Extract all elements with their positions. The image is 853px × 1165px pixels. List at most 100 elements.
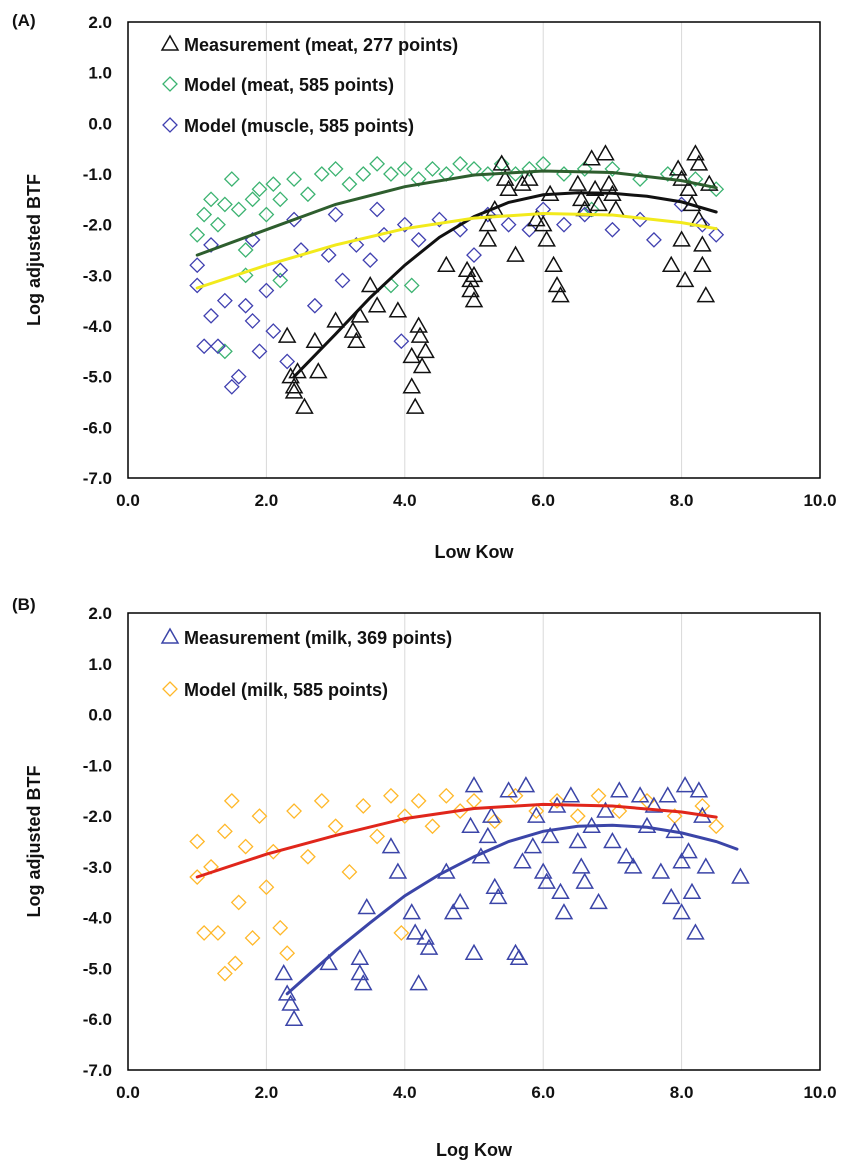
- diamond-point: [393, 333, 410, 350]
- diamond-point: [230, 368, 247, 385]
- y-tick-label: -6.0: [83, 418, 112, 437]
- trendline: [195, 802, 718, 879]
- triangle-point: [478, 215, 498, 232]
- triangle-point: [554, 903, 574, 920]
- diamond-point: [590, 787, 607, 804]
- triangle-point: [644, 796, 664, 813]
- diamond-point: [210, 216, 226, 233]
- diamond-point: [604, 161, 621, 177]
- legend: Measurement (milk, 369 points) Model (mil…: [160, 627, 452, 700]
- diamond-point: [708, 818, 725, 835]
- diamond-point: [341, 176, 358, 193]
- diamond-point: [286, 803, 302, 819]
- triangle-point: [585, 179, 605, 196]
- diamond-point: [521, 161, 538, 177]
- triangle-point: [551, 882, 570, 900]
- diamond-point: [244, 191, 261, 208]
- triangle-point: [561, 786, 581, 803]
- diamond-point: [466, 247, 482, 263]
- triangle-point: [499, 781, 518, 798]
- triangle-point: [402, 903, 422, 920]
- diamond-point: [334, 272, 351, 289]
- triangle-point: [606, 199, 626, 217]
- y-tick-label: -6.0: [83, 1010, 112, 1029]
- diamond-point: [396, 216, 413, 233]
- diamond-point: [265, 176, 282, 193]
- triangle-point: [350, 948, 370, 966]
- diamond-point: [646, 231, 662, 248]
- diamond-point: [237, 242, 254, 258]
- diamond-point: [549, 792, 565, 809]
- legend-triangle-icon: [160, 627, 180, 644]
- y-tick-label: -7.0: [83, 469, 112, 488]
- y-tick-label: 1.0: [88, 655, 112, 674]
- y-tick-label: -3.0: [83, 266, 112, 285]
- legend-label: Measurement (meat, 277 points): [184, 35, 458, 55]
- trendline: [285, 823, 739, 996]
- diamond-point: [300, 186, 316, 203]
- triangle-point: [381, 837, 401, 854]
- diamond-point: [258, 282, 275, 299]
- triangle-point: [582, 149, 601, 166]
- diamond-point: [265, 843, 282, 860]
- diamond-point: [569, 808, 586, 825]
- legend-label: Model (muscle, 585 points): [184, 116, 414, 136]
- triangle-point: [651, 862, 671, 879]
- diamond-point: [493, 155, 510, 172]
- triangle-point: [571, 857, 591, 874]
- x-tick-label: 4.0: [393, 1083, 417, 1102]
- diamond-point: [272, 191, 289, 208]
- diamond-point: [383, 166, 399, 182]
- diamond-point: [216, 196, 233, 213]
- diamond-point: [521, 221, 538, 238]
- triangle-point: [506, 245, 525, 262]
- triangle-point: [443, 903, 463, 920]
- y-tick-label: 2.0: [88, 13, 112, 32]
- diamond-point: [216, 965, 233, 982]
- triangle-point: [513, 852, 532, 869]
- triangle-point: [686, 923, 705, 940]
- y-tick-label: -7.0: [83, 1061, 112, 1080]
- diamond-point: [410, 171, 427, 187]
- diamond-point: [556, 216, 572, 233]
- triangle-point: [409, 974, 428, 991]
- legend-label: Measurement (milk, 369 points): [184, 628, 452, 648]
- y-tick-label: -1.0: [83, 165, 112, 184]
- triangle-point: [405, 397, 425, 414]
- diamond-point: [576, 206, 593, 223]
- triangle-point: [689, 781, 709, 798]
- triangle-point: [596, 801, 615, 818]
- diamond-point: [300, 848, 316, 865]
- diamond-point: [251, 343, 268, 360]
- triangle-point: [679, 842, 698, 859]
- triangle-point: [343, 321, 363, 338]
- triangle-point: [686, 144, 705, 161]
- triangle-point: [672, 903, 691, 920]
- triangle-point: [353, 974, 373, 991]
- triangle-point: [464, 776, 484, 793]
- diamond-point: [424, 161, 441, 177]
- triangle-point: [516, 776, 536, 793]
- diamond-point: [230, 894, 247, 911]
- triangle-point: [616, 847, 636, 864]
- triangle-point: [492, 154, 511, 171]
- triangle-point: [520, 169, 539, 186]
- triangle-point: [416, 341, 435, 359]
- data-layer: [189, 144, 725, 414]
- triangle-point: [410, 326, 430, 343]
- diamond-point: [604, 221, 621, 238]
- triangle-point: [596, 144, 615, 161]
- series-0-points: [277, 144, 719, 414]
- diamond-point: [403, 277, 420, 294]
- triangle-point: [533, 862, 553, 879]
- triangle-point: [589, 892, 608, 910]
- legend: Measurement (meat, 277 points) Model (mea…: [160, 34, 458, 136]
- diamond-point: [272, 919, 289, 936]
- triangle-point: [675, 776, 695, 793]
- triangle-point: [485, 877, 505, 894]
- triangle-point: [412, 357, 432, 374]
- diamond-point: [355, 798, 372, 814]
- diamond-point: [431, 211, 448, 228]
- diamond-point: [237, 297, 254, 314]
- legend-triangle-icon: [160, 34, 180, 51]
